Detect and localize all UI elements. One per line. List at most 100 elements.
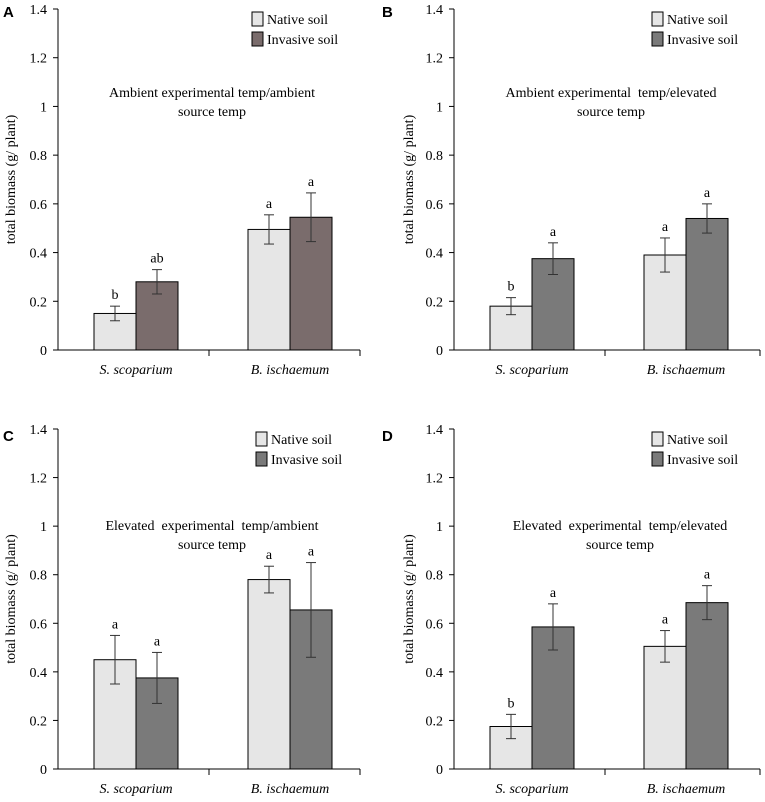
chart-title-line: Elevated experimental temp/elevated	[513, 519, 728, 534]
chart-title-line: Elevated experimental temp/ambient	[105, 519, 318, 534]
y-tick-label: 0	[40, 344, 47, 359]
significance-letter: a	[308, 545, 315, 560]
significance-letter: a	[112, 617, 119, 632]
legend-swatch	[651, 11, 664, 27]
y-axis-label: total biomass (g/ plant)	[402, 114, 417, 244]
panel-b: B 0 0.2 0.4 0.6 0.8 1 1.2 1.4 total biomass (g/ p…	[382, 3, 761, 378]
y-axis-label: total biomass (g/ plant)	[4, 114, 19, 244]
y-tick-label: 0.4	[30, 666, 48, 681]
significance-letter: a	[704, 568, 711, 583]
x-category-label: B. ischaemum	[251, 363, 330, 378]
bar	[489, 305, 533, 351]
chart-title-line: source temp	[586, 538, 654, 553]
bar	[531, 626, 575, 770]
legend-label: Native soil	[267, 13, 328, 28]
legend-swatch	[651, 451, 664, 467]
y-tick-label: 0.8	[30, 569, 48, 584]
x-category-label: S. scoparium	[495, 782, 568, 797]
panel-letter: C	[3, 428, 14, 445]
legend-swatch	[251, 31, 264, 47]
panel-d: D 0 0.2 0.4 0.6 0.8 1 1.2 1.4 total biomass (g/ p…	[382, 423, 761, 797]
chart-title-line: source temp	[178, 105, 246, 120]
y-tick-label: 0.2	[426, 714, 444, 729]
panel-letter: A	[3, 4, 14, 21]
y-tick-label: 0.4	[426, 247, 444, 262]
chart-title-line: Ambient experimental temp/elevated	[505, 86, 716, 101]
significance-letter: a	[704, 186, 711, 201]
y-tick-label: 1.2	[426, 52, 444, 67]
significance-letter: a	[154, 634, 161, 649]
panel-letter: B	[382, 4, 393, 21]
y-tick-label: 0.8	[426, 569, 444, 584]
y-tick-label: 0	[436, 763, 443, 778]
significance-letter: b	[508, 696, 515, 711]
legend-label: Invasive soil	[667, 33, 738, 48]
y-tick-label: 1.4	[426, 423, 444, 438]
x-category-label: S. scoparium	[99, 782, 172, 797]
significance-letter: a	[662, 220, 669, 235]
y-tick-label: 0.8	[426, 149, 444, 164]
y-tick-label: 0.2	[426, 295, 444, 310]
y-tick-label: 0.6	[426, 617, 444, 632]
y-tick-label: 1	[436, 100, 443, 115]
y-tick-label: 0.4	[30, 247, 48, 262]
bar	[685, 602, 729, 770]
y-tick-label: 1	[436, 520, 443, 535]
y-tick-label: 1.4	[30, 423, 48, 438]
significance-letter: b	[112, 288, 119, 303]
significance-letter: a	[662, 613, 669, 628]
chart-title-line: source temp	[178, 538, 246, 553]
bar	[643, 645, 687, 770]
significance-letter: a	[266, 548, 273, 563]
y-axis-label: total biomass (g/ plant)	[4, 534, 19, 664]
y-axis-label: total biomass (g/ plant)	[402, 534, 417, 664]
y-tick-label: 1.4	[30, 3, 48, 18]
legend-swatch	[251, 11, 264, 27]
y-tick-label: 0	[40, 763, 47, 778]
bar	[247, 579, 291, 770]
legend-label: Native soil	[667, 433, 728, 448]
legend-label: Invasive soil	[271, 453, 342, 468]
y-tick-label: 0.4	[426, 666, 444, 681]
bar	[247, 228, 291, 351]
y-tick-label: 1.2	[426, 472, 444, 487]
y-tick-label: 1	[40, 100, 47, 115]
y-tick-label: 1.2	[30, 472, 48, 487]
legend-swatch	[651, 31, 664, 47]
y-tick-label: 1	[40, 520, 47, 535]
y-tick-label: 0.6	[426, 198, 444, 213]
legend-swatch	[651, 431, 664, 447]
significance-letter: a	[550, 586, 557, 601]
significance-letter: a	[308, 175, 315, 190]
x-category-label: B. ischaemum	[647, 782, 726, 797]
panel-a: A 0 0.2 0.4 0.6 0.8 1 1.2 1.4 total biomass (g/ p…	[3, 3, 361, 378]
y-tick-label: 0.8	[30, 149, 48, 164]
x-category-label: B. ischaemum	[251, 782, 330, 797]
bar	[685, 217, 729, 351]
panel-c: C 0 0.2 0.4 0.6 0.8 1 1.2 1.4 total biomass (g/ p…	[3, 423, 361, 797]
significance-letter: ab	[150, 252, 163, 267]
y-tick-label: 0.6	[30, 617, 48, 632]
y-tick-label: 0.2	[30, 295, 48, 310]
significance-letter: b	[508, 280, 515, 295]
chart-title-line: source temp	[577, 105, 645, 120]
x-category-label: S. scoparium	[495, 363, 568, 378]
y-tick-label: 1.2	[30, 52, 48, 67]
legend-swatch	[255, 431, 268, 447]
significance-letter: a	[550, 225, 557, 240]
chart-title-line: Ambient experimental temp/ambient	[109, 86, 315, 101]
legend-label: Invasive soil	[267, 33, 338, 48]
legend-label: Native soil	[271, 433, 332, 448]
y-tick-label: 0	[436, 344, 443, 359]
x-category-label: B. ischaemum	[647, 363, 726, 378]
panel-letter: D	[382, 428, 393, 445]
legend-label: Invasive soil	[667, 453, 738, 468]
significance-letter: a	[266, 197, 273, 212]
y-tick-label: 1.4	[426, 3, 444, 18]
legend-swatch	[255, 451, 268, 467]
x-category-label: S. scoparium	[99, 363, 172, 378]
legend-label: Native soil	[667, 13, 728, 28]
y-tick-label: 0.2	[30, 714, 48, 729]
y-tick-label: 0.6	[30, 198, 48, 213]
